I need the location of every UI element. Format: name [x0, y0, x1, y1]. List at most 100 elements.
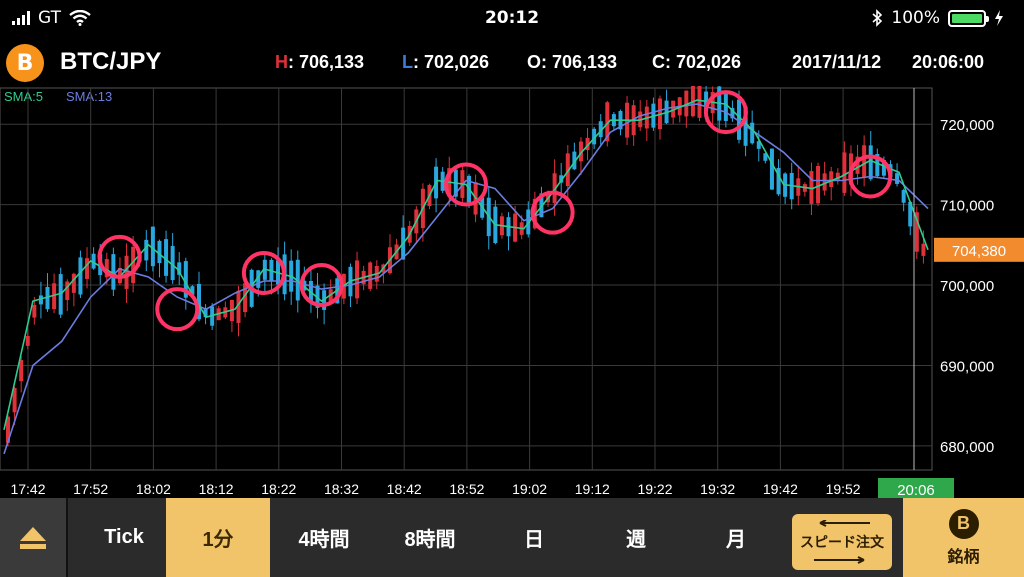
- candle-body: [203, 308, 208, 318]
- candle-body: [868, 145, 873, 180]
- x-tick-label: 18:32: [324, 481, 359, 497]
- candle-body: [737, 99, 742, 140]
- x-tick-label: 19:32: [700, 481, 735, 497]
- chart-header: B BTC/JPY H: 706,133 L: 702,026 O: 706,1…: [0, 40, 1024, 84]
- candle-body: [605, 102, 610, 142]
- candle-body: [183, 261, 188, 298]
- y-tick-label: 720,000: [940, 117, 994, 134]
- sma5-label: SMA:5: [4, 89, 44, 104]
- candle-body: [565, 153, 570, 186]
- symbol-label: 銘柄: [947, 548, 980, 566]
- candle-body: [598, 121, 603, 138]
- status-left: GT: [12, 8, 91, 28]
- candle-body: [921, 243, 926, 256]
- candle-body: [671, 100, 676, 118]
- candle-body: [881, 159, 886, 176]
- y-tick-label: 700,000: [940, 278, 994, 295]
- x-tick-label: 18:12: [199, 481, 234, 497]
- candle-body: [901, 190, 906, 203]
- x-tick-label: 19:52: [826, 481, 861, 497]
- interval-4h-button[interactable]: 4時間: [298, 529, 350, 551]
- candle-body: [835, 172, 840, 180]
- collapse-button[interactable]: [0, 498, 68, 577]
- candle-body: [12, 387, 17, 413]
- highlight-circle: [155, 287, 200, 332]
- candle-body: [91, 253, 96, 269]
- candle-body: [875, 154, 880, 177]
- current-time-tag: [878, 478, 954, 498]
- status-right: 100%: [871, 8, 1004, 28]
- candle-body: [578, 141, 583, 162]
- interval-8h-button[interactable]: 8時間: [404, 529, 456, 551]
- candle-body: [38, 295, 43, 305]
- candle-body: [697, 86, 702, 118]
- highlight-circle: [703, 90, 748, 135]
- x-tick-label: 19:12: [575, 481, 610, 497]
- x-tick-label: 18:02: [136, 481, 171, 497]
- x-tick-label: 19:42: [763, 481, 798, 497]
- candle-body: [32, 305, 37, 318]
- candle-body: [190, 286, 195, 295]
- candle-body: [111, 254, 116, 290]
- high-number: : 706,133: [288, 52, 365, 72]
- current-price-tag: [934, 237, 1024, 262]
- interval-tick-button[interactable]: Tick: [104, 526, 144, 548]
- candle-body: [104, 259, 109, 278]
- header-date: 2017/11/12: [792, 52, 882, 72]
- interval-day-button[interactable]: 日: [524, 529, 544, 551]
- candle-body: [25, 336, 30, 346]
- candle-body: [816, 165, 821, 204]
- y-tick-label: 680,000: [940, 439, 994, 456]
- candle-body: [131, 246, 136, 284]
- highlight-circle: [444, 162, 488, 207]
- candle-body: [170, 246, 175, 281]
- sma5-line: [3, 99, 929, 430]
- eject-icon: [20, 526, 46, 549]
- candle-body: [71, 273, 76, 293]
- candle-body: [19, 359, 24, 382]
- pair-title[interactable]: BTC/JPY: [60, 48, 162, 75]
- candle-body: [756, 141, 761, 149]
- candle-body: [177, 262, 182, 275]
- candle-body: [776, 167, 781, 195]
- candle-body: [822, 173, 827, 191]
- candle-body: [723, 92, 728, 121]
- candle-body: [236, 290, 241, 323]
- y-tick-label: 690,000: [940, 358, 994, 375]
- sma13-label: SMA:13: [66, 89, 113, 104]
- candle-body: [862, 145, 867, 178]
- x-tick-label: 19:22: [637, 481, 672, 497]
- interval-month-button[interactable]: 月: [726, 529, 746, 551]
- interval-week-button[interactable]: 週: [626, 529, 646, 551]
- highlight-circle: [848, 154, 893, 199]
- symbol-select-button[interactable]: B 銘柄: [903, 498, 1024, 577]
- interval-1m-button[interactable]: 1分: [166, 498, 270, 577]
- low-value: L: 702,026: [402, 52, 489, 73]
- close-value: C: 702,026: [652, 52, 742, 72]
- x-tick-label: 18:52: [449, 481, 484, 497]
- candle-body: [895, 173, 900, 184]
- candle-body: [157, 240, 162, 264]
- candle-body: [684, 90, 689, 117]
- x-tick-label: 18:22: [261, 481, 296, 497]
- speed-order-button[interactable]: スピード注文: [792, 514, 892, 570]
- open-value: O: 706,133: [527, 52, 618, 72]
- highlight-circle: [97, 234, 142, 279]
- candle-body: [829, 171, 834, 187]
- battery-icon: [948, 9, 989, 27]
- status-bar: GT 20:12 100%: [0, 0, 1024, 38]
- charging-icon: [995, 10, 1003, 26]
- candle-body: [572, 151, 577, 170]
- candle-body: [124, 255, 129, 289]
- header-time: 20:06:00: [912, 52, 985, 72]
- x-tick-label: 18:42: [387, 481, 422, 497]
- price-chart[interactable]: 720,000 710,000 700,000 690,000 680,000 17:42…: [0, 86, 1024, 498]
- candle-body: [295, 259, 300, 301]
- x-tick-label: 19:02: [512, 481, 547, 497]
- candle-body: [750, 122, 755, 144]
- current-price-label: 704,380: [952, 243, 1006, 260]
- candle-body: [243, 283, 248, 313]
- speed-order-label: スピード注文: [800, 535, 884, 551]
- signal-icon: [12, 11, 30, 25]
- sma13-line: [3, 103, 929, 455]
